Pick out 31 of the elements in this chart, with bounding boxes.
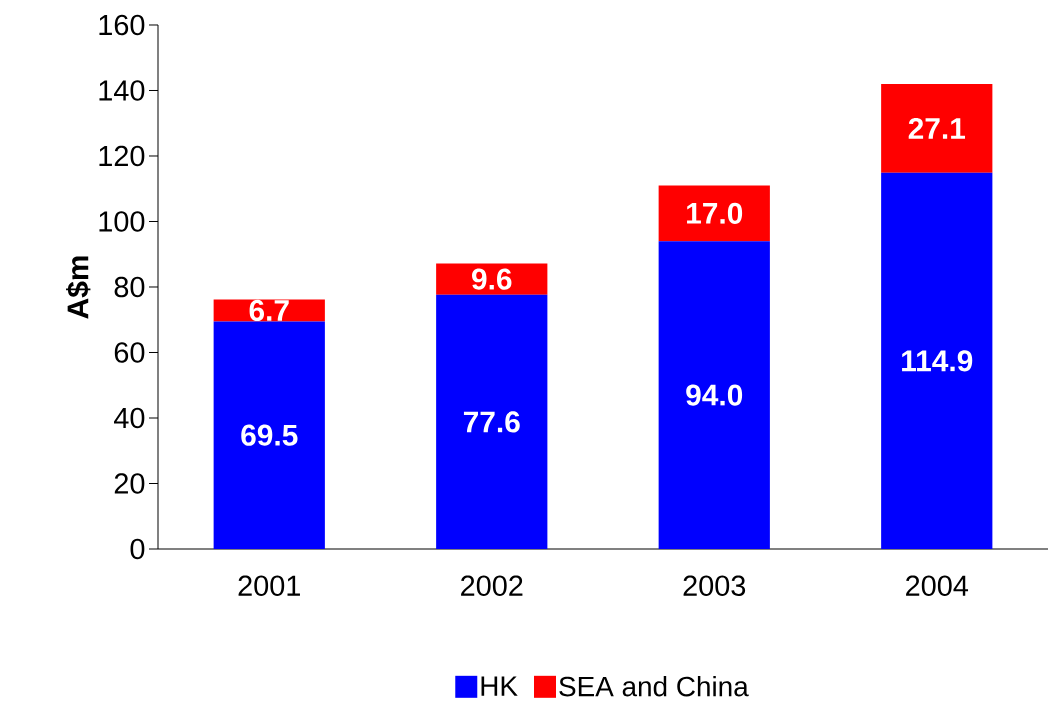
y-axis-title: A$m	[66, 256, 91, 319]
data-label: 17.0	[687, 202, 743, 224]
bar	[881, 83, 993, 173]
data-label: 9.6	[472, 268, 512, 290]
legend-label: SEA and China	[559, 675, 749, 697]
y-tick-label: 40	[114, 407, 145, 429]
data-label: 6.7	[249, 299, 289, 321]
bar	[658, 241, 770, 549]
x-tick-label: 2002	[461, 575, 523, 596]
y-tick-label: 20	[114, 473, 145, 494]
y-tick-label: 60	[114, 342, 145, 363]
y-tick-label: 100	[99, 211, 145, 232]
x-tick-label: 2001	[238, 575, 300, 596]
bar	[436, 294, 548, 549]
x-tick-label: 2003	[683, 575, 746, 596]
bar	[436, 263, 548, 295]
bar	[213, 321, 325, 549]
data-label: 114.9	[902, 350, 973, 372]
y-tick-label: 120	[99, 145, 145, 167]
y-tick-label: 140	[99, 80, 145, 101]
y-tick-label: 80	[114, 276, 145, 298]
legend-label: HK	[481, 676, 518, 696]
y-tick-label: 0	[130, 538, 145, 560]
data-label: 27.1	[908, 117, 966, 139]
bar	[658, 185, 770, 242]
bar	[881, 172, 993, 549]
data-label: 94.0	[686, 384, 743, 406]
y-tick-label: 160	[99, 14, 145, 36]
x-tick-label: 2004	[906, 575, 969, 596]
data-label: 77.6	[463, 411, 520, 433]
data-label: 69.5	[241, 424, 298, 446]
